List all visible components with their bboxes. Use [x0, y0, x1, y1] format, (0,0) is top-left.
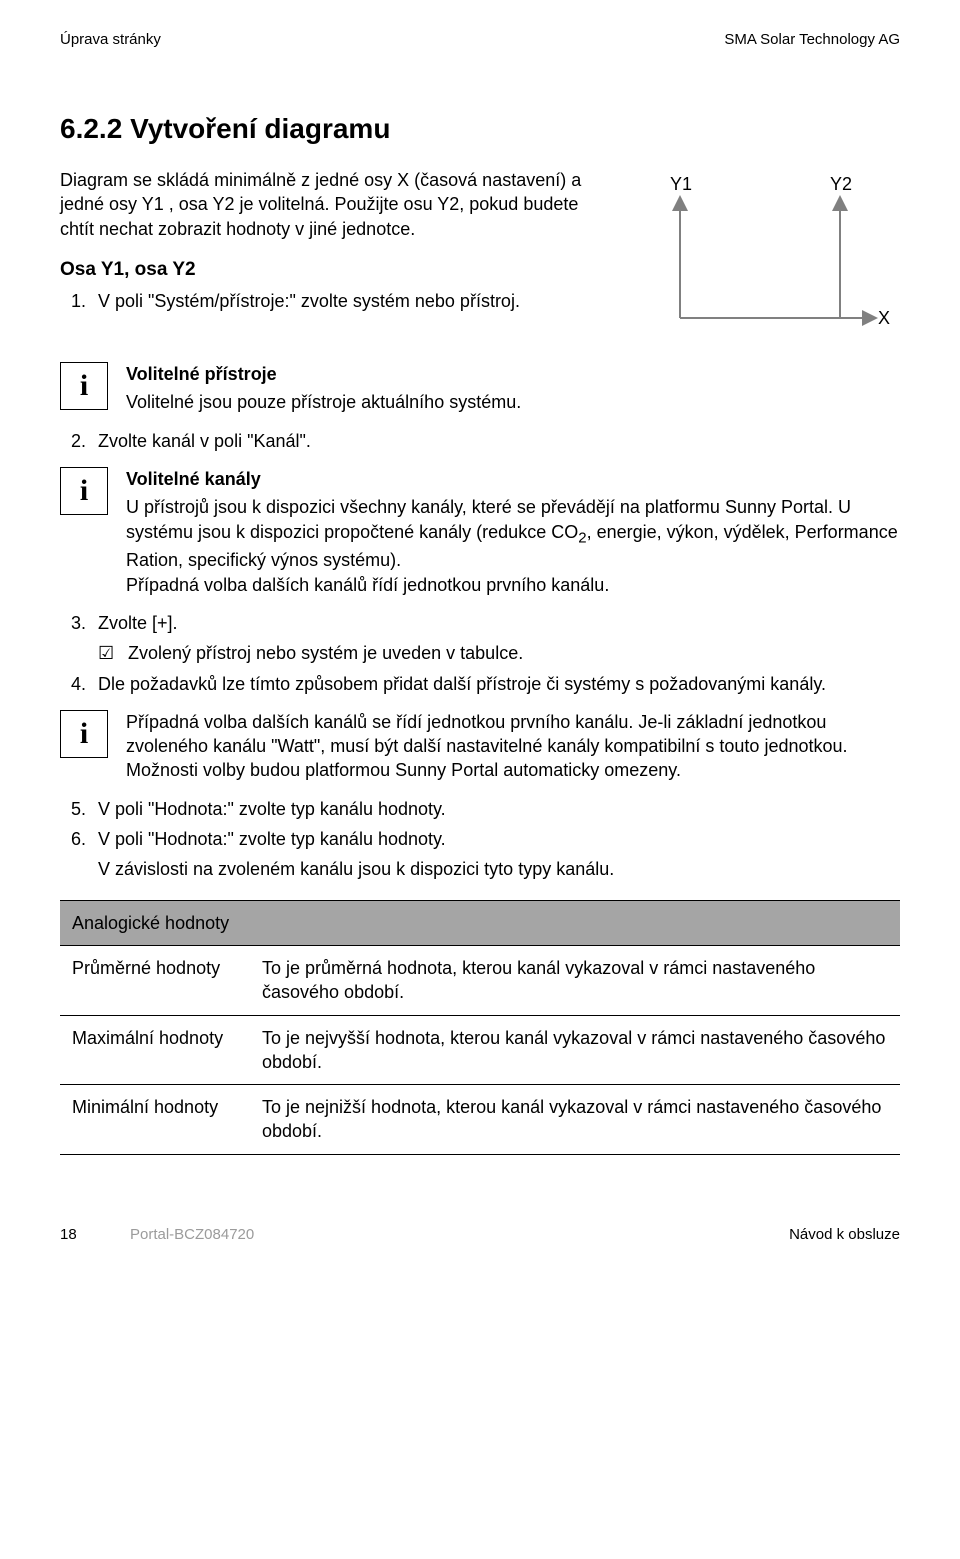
header-right: SMA Solar Technology AG [724, 30, 900, 50]
step3-check-text: Zvolený přístroj nebo systém je uveden v… [128, 641, 523, 665]
step-number: 5. [60, 797, 98, 821]
step-1: 1. V poli "Systém/přístroje:" zvolte sys… [60, 289, 610, 313]
table-cell-label: Maximální hodnoty [60, 1015, 250, 1085]
table-header-cell: Analogické hodnoty [60, 900, 900, 945]
info-block-2: i Volitelné kanály U přístrojů jsou k di… [60, 467, 900, 597]
step1-text-b: zvolte systém nebo přístroj. [296, 291, 520, 311]
info-icon: i [60, 467, 108, 515]
step2-text-a: Zvolte kanál v poli [98, 431, 247, 451]
step2-field: "Kanál" [247, 431, 306, 451]
info2-title: Volitelné kanály [126, 467, 900, 491]
step2-text-b: . [306, 431, 311, 451]
page-header: Úprava stránky SMA Solar Technology AG [60, 30, 900, 50]
step-3: 3. Zvolte [+]. [60, 611, 900, 635]
table-cell-label: Průměrné hodnoty [60, 945, 250, 1015]
header-left: Úprava stránky [60, 30, 161, 50]
step-4: 4. Dle požadavků lze tímto způsobem přid… [60, 672, 900, 696]
step-number: 4. [60, 672, 98, 696]
info-icon: i [60, 710, 108, 758]
table-row: Průměrné hodnoty To je průměrná hodnota,… [60, 945, 900, 1015]
section-heading: Vytvoření diagramu [130, 113, 390, 144]
section-title: 6.2.2 Vytvoření diagramu [60, 110, 900, 148]
step3-check: ☑ Zvolený přístroj nebo systém je uveden… [60, 641, 900, 665]
step-number: 2. [60, 429, 98, 453]
step5-text-b: zvolte typ kanálu hodnoty. [234, 799, 446, 819]
step-number: 1. [60, 289, 98, 313]
step6-note: V závislosti na zvoleném kanálu jsou k d… [60, 857, 900, 881]
info1-body: Volitelné jsou pouze přístroje aktuálníh… [126, 390, 900, 414]
table-cell-desc: To je průměrná hodnota, kterou kanál vyk… [250, 945, 900, 1015]
table-cell-label: Minimální hodnoty [60, 1085, 250, 1155]
footer-right: Návod k obsluze [789, 1225, 900, 1245]
info1-title: Volitelné přístroje [126, 362, 900, 386]
info2-body-1: U přístrojů jsou k dispozici všechny kan… [126, 495, 900, 572]
table-row: Maximální hodnoty To je nejvyšší hodnota… [60, 1015, 900, 1085]
step1-text-a: V poli [98, 291, 148, 311]
step6-text-a: V poli [98, 829, 148, 849]
step1-field: "Systém/přístroje:" [148, 291, 296, 311]
info2-body-2: Případná volba dalších kanálů řídí jedno… [126, 573, 900, 597]
step-5: 5. V poli "Hodnota:" zvolte typ kanálu h… [60, 797, 900, 821]
step4-text: Dle požadavků lze tímto způsobem přidat … [98, 672, 900, 696]
info-glyph: i [80, 471, 88, 512]
page-number: 18 [60, 1225, 100, 1245]
info2-sub: 2 [578, 529, 586, 546]
checkmark-icon: ☑ [98, 641, 118, 665]
info-glyph: i [80, 366, 88, 407]
svg-text:Y2: Y2 [830, 174, 852, 194]
step3-text: Zvolte [+]. [98, 611, 900, 635]
info-icon: i [60, 362, 108, 410]
doc-id: Portal-BCZ084720 [100, 1225, 789, 1245]
info-block-3: i Případná volba dalších kanálů se řídí … [60, 710, 900, 783]
page-footer: 18 Portal-BCZ084720 Návod k obsluze [60, 1225, 900, 1245]
section-number: 6.2.2 [60, 113, 122, 144]
info-glyph: i [80, 714, 88, 755]
step-number: 3. [60, 611, 98, 635]
table-row: Minimální hodnoty To je nejnižší hodnota… [60, 1085, 900, 1155]
axis-diagram: Y1 Y2 X [640, 168, 900, 348]
step6-text-b: zvolte typ kanálu hodnoty. [234, 829, 446, 849]
step5-text-a: V poli [98, 799, 148, 819]
table-header-row: Analogické hodnoty [60, 900, 900, 945]
table-cell-desc: To je nejvyšší hodnota, kterou kanál vyk… [250, 1015, 900, 1085]
value-types-table: Analogické hodnoty Průměrné hodnoty To j… [60, 900, 900, 1155]
svg-text:Y1: Y1 [670, 174, 692, 194]
step5-field: "Hodnota:" [148, 799, 234, 819]
intro-paragraph: Diagram se skládá minimálně z jedné osy … [60, 168, 610, 241]
step-number: 6. [60, 827, 98, 851]
step-6: 6. V poli "Hodnota:" zvolte typ kanálu h… [60, 827, 900, 851]
osa-heading: Osa Y1, osa Y2 [60, 257, 610, 283]
step6-field: "Hodnota:" [148, 829, 234, 849]
table-cell-desc: To je nejnižší hodnota, kterou kanál vyk… [250, 1085, 900, 1155]
info3-body: Případná volba dalších kanálů se řídí je… [126, 710, 900, 783]
info-block-1: i Volitelné přístroje Volitelné jsou pou… [60, 362, 900, 415]
step-2: 2. Zvolte kanál v poli "Kanál". [60, 429, 900, 453]
svg-text:X: X [878, 308, 890, 328]
